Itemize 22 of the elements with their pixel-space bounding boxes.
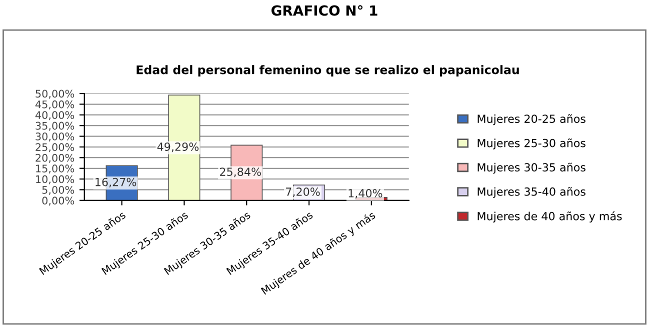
y-tick-label: 5,00% — [42, 186, 74, 195]
y-tick-label: 40,00% — [35, 111, 74, 120]
y-tick-label: 0,00% — [42, 196, 74, 206]
data-label: 49,29% — [157, 142, 199, 152]
legend-label: Mujeres 30-35 años — [478, 162, 586, 174]
data-label: 25,84% — [220, 168, 261, 178]
y-tick-label: 35,00% — [36, 122, 74, 131]
y-tick-label: 10,00% — [36, 175, 74, 184]
y-tick-label: 25,00% — [36, 143, 74, 152]
y-tick-label: 15,00% — [36, 164, 74, 174]
y-tick-label: 20,00% — [36, 154, 74, 163]
chart-title: Edad del personal femenino que se realizo el papanicolau — [136, 65, 519, 77]
data-label: 1,40% — [348, 189, 382, 199]
text: GRAFICO N° 1 — [271, 5, 378, 16]
legend-label: Mujeres 25-30 años — [478, 138, 586, 150]
data-label: 7,20% — [286, 188, 320, 198]
y-tick-label: 50,00% — [36, 90, 74, 99]
legend-label: Mujeres 20-25 años — [478, 114, 586, 126]
y-tick-label: 30,00% — [36, 132, 74, 142]
data-label: 16,27% — [96, 178, 136, 188]
legend-label: Mujeres 35-40 años — [478, 187, 586, 198]
y-tick-label: 45,00% — [35, 100, 74, 110]
